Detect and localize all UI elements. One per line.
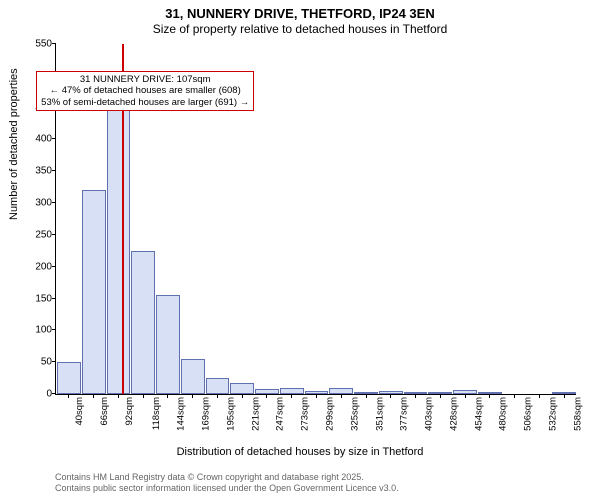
x-tick-mark bbox=[242, 394, 243, 398]
annotation-line: 31 NUNNERY DRIVE: 107sqm bbox=[41, 74, 249, 85]
footnote-line-1: Contains HM Land Registry data © Crown c… bbox=[55, 472, 399, 483]
annotation-box: 31 NUNNERY DRIVE: 107sqm← 47% of detache… bbox=[36, 71, 254, 111]
y-tick-mark bbox=[52, 329, 56, 330]
x-tick-mark bbox=[489, 394, 490, 398]
x-tick-mark bbox=[341, 394, 342, 398]
x-tick-mark bbox=[68, 394, 69, 398]
x-tick-mark bbox=[415, 394, 416, 398]
y-tick-label: 200 bbox=[35, 261, 56, 272]
y-tick-mark bbox=[52, 138, 56, 139]
x-tick-mark bbox=[564, 394, 565, 398]
x-tick-label: 558sqm bbox=[572, 397, 583, 431]
histogram-bar bbox=[57, 362, 81, 394]
histogram-bar bbox=[107, 104, 131, 394]
chart-container: 31, NUNNERY DRIVE, THETFORD, IP24 3EN Si… bbox=[0, 0, 600, 500]
footnote-line-2: Contains public sector information licen… bbox=[55, 483, 399, 494]
x-tick-mark bbox=[192, 394, 193, 398]
annotation-line: ← 47% of detached houses are smaller (60… bbox=[41, 85, 249, 96]
x-tick-label: 299sqm bbox=[324, 397, 335, 431]
y-tick-mark bbox=[52, 266, 56, 267]
y-tick-mark bbox=[52, 393, 56, 394]
x-tick-mark bbox=[143, 394, 144, 398]
x-tick-label: 144sqm bbox=[176, 397, 187, 431]
x-tick-mark bbox=[514, 394, 515, 398]
histogram-bar bbox=[230, 383, 254, 394]
x-tick-label: 273sqm bbox=[300, 397, 311, 431]
histogram-bar bbox=[181, 359, 205, 394]
footnote: Contains HM Land Registry data © Crown c… bbox=[55, 472, 399, 495]
x-tick-label: 506sqm bbox=[523, 397, 534, 431]
x-tick-label: 221sqm bbox=[250, 397, 261, 431]
y-tick-label: 0 bbox=[46, 389, 56, 400]
x-tick-label: 66sqm bbox=[99, 397, 110, 426]
x-tick-label: 351sqm bbox=[374, 397, 385, 431]
y-tick-mark bbox=[52, 361, 56, 362]
histogram-bar bbox=[206, 378, 230, 394]
x-tick-mark bbox=[316, 394, 317, 398]
x-tick-mark bbox=[366, 394, 367, 398]
y-tick-label: 50 bbox=[41, 357, 56, 368]
y-tick-label: 350 bbox=[35, 166, 56, 177]
x-tick-label: 480sqm bbox=[498, 397, 509, 431]
histogram-bar bbox=[131, 251, 155, 394]
chart-subtitle: Size of property relative to detached ho… bbox=[0, 22, 600, 36]
x-tick-mark bbox=[217, 394, 218, 398]
y-tick-label: 550 bbox=[35, 39, 56, 50]
x-tick-label: 377sqm bbox=[399, 397, 410, 431]
plot-area: 05010015020025030035040045050055040sqm66… bbox=[55, 44, 576, 395]
chart-title: 31, NUNNERY DRIVE, THETFORD, IP24 3EN bbox=[0, 6, 600, 21]
x-tick-mark bbox=[465, 394, 466, 398]
x-tick-mark bbox=[266, 394, 267, 398]
y-tick-label: 250 bbox=[35, 229, 56, 240]
y-tick-label: 150 bbox=[35, 293, 56, 304]
x-tick-label: 195sqm bbox=[225, 397, 236, 431]
y-tick-label: 400 bbox=[35, 134, 56, 145]
x-tick-label: 325sqm bbox=[349, 397, 360, 431]
x-tick-label: 247sqm bbox=[275, 397, 286, 431]
annotation-line: 53% of semi-detached houses are larger (… bbox=[41, 97, 249, 108]
x-tick-mark bbox=[118, 394, 119, 398]
y-tick-mark bbox=[52, 43, 56, 44]
x-tick-label: 92sqm bbox=[124, 397, 135, 426]
y-axis-label: Number of detached properties bbox=[8, 68, 20, 220]
x-tick-mark bbox=[440, 394, 441, 398]
x-tick-mark bbox=[291, 394, 292, 398]
x-tick-mark bbox=[539, 394, 540, 398]
histogram-bar bbox=[82, 190, 106, 394]
y-tick-label: 100 bbox=[35, 325, 56, 336]
y-tick-mark bbox=[52, 234, 56, 235]
x-tick-label: 118sqm bbox=[151, 397, 162, 430]
x-tick-label: 169sqm bbox=[201, 397, 212, 431]
x-tick-label: 428sqm bbox=[448, 397, 459, 431]
x-tick-label: 454sqm bbox=[473, 397, 484, 431]
x-tick-label: 40sqm bbox=[74, 397, 85, 426]
x-tick-mark bbox=[390, 394, 391, 398]
y-tick-mark bbox=[52, 298, 56, 299]
histogram-bar bbox=[156, 295, 180, 394]
x-tick-mark bbox=[93, 394, 94, 398]
y-tick-mark bbox=[52, 170, 56, 171]
x-tick-mark bbox=[167, 394, 168, 398]
y-tick-mark bbox=[52, 202, 56, 203]
y-tick-label: 300 bbox=[35, 198, 56, 209]
x-axis-label: Distribution of detached houses by size … bbox=[0, 446, 600, 458]
x-tick-label: 532sqm bbox=[547, 397, 558, 431]
x-tick-label: 403sqm bbox=[423, 397, 434, 431]
